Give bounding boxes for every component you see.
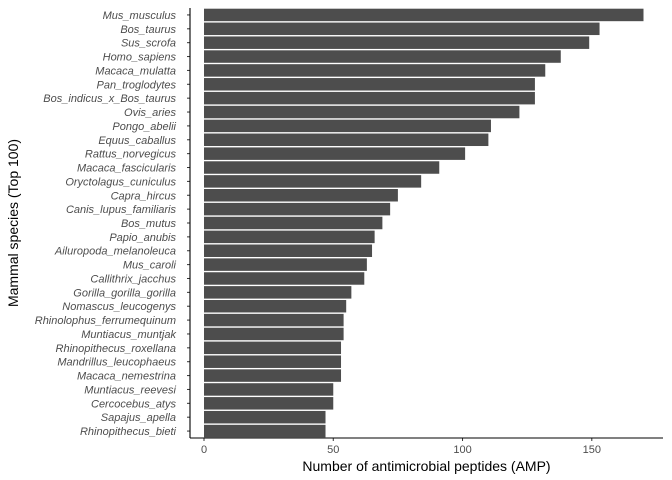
- bar-Rhinolophus_ferrumequinum: [204, 313, 344, 327]
- category-label: Rhinopithecus_bieti: [80, 426, 177, 438]
- x-tick-label: 50: [327, 444, 339, 456]
- category-label: Mus_caroli: [123, 260, 177, 272]
- category-label: Macaca_fascicularis: [77, 163, 177, 175]
- bar-Cercocebus_atys: [204, 397, 334, 410]
- bar-Papio_anubis: [204, 230, 375, 244]
- bar-Macaca_mulatta: [204, 64, 546, 77]
- category-label: Callithrix_jacchus: [90, 273, 176, 285]
- bar-Homo_sapiens: [204, 50, 561, 63]
- bar-Mus_caroli: [204, 258, 367, 271]
- bar-Rhinopithecus_bieti: [204, 424, 326, 438]
- bar-Nomascus_leucogenys: [204, 299, 347, 313]
- category-label: Muntiacus_reevesi: [84, 384, 176, 396]
- category-label: Bos_taurus: [120, 24, 176, 36]
- bar-Sapajus_apella: [204, 410, 326, 424]
- category-label: Gorilla_gorilla_gorilla: [73, 287, 176, 299]
- category-label: Canis_lupus_familiaris: [66, 204, 177, 216]
- bar-Bos_mutus: [204, 216, 383, 230]
- category-label: Oryctolagus_cuniculus: [65, 176, 176, 188]
- bar-Pongo_abelii: [204, 119, 491, 133]
- category-label: Ovis_aries: [124, 107, 176, 119]
- bar-Callithrix_jacchus: [204, 272, 365, 285]
- y-axis-title: Mammal species (Top 100): [5, 139, 21, 307]
- category-label: Sapajus_apella: [101, 412, 176, 424]
- bar-Gorilla_gorilla_gorilla: [204, 286, 352, 299]
- x-tick-label: 0: [201, 444, 207, 456]
- category-label: Homo_sapiens: [103, 52, 177, 64]
- bar-Macaca_fascicularis: [204, 161, 440, 174]
- bar-Rattus_norvegicus: [204, 147, 466, 160]
- x-tick-label: 150: [583, 444, 601, 456]
- bar-Rhinopithecus_roxellana: [204, 341, 342, 355]
- category-label: Capra_hircus: [111, 190, 177, 202]
- category-label: Mandrillus_leucophaeus: [57, 357, 176, 369]
- category-label: Mus_musculus: [103, 10, 177, 22]
- bars-group: [204, 8, 644, 438]
- category-label: Bos_mutus: [121, 218, 177, 230]
- bar-Equus_caballus: [204, 133, 489, 147]
- bar-Muntiacus_reevesi: [204, 383, 334, 396]
- bar-Capra_hircus: [204, 189, 398, 202]
- category-label: Macaca_mulatta: [95, 65, 176, 77]
- x-ticks: 0 50 100 150: [201, 438, 601, 456]
- category-label: Equus_caballus: [98, 135, 176, 147]
- category-label: Rattus_norvegicus: [85, 149, 177, 161]
- category-label: Papio_anubis: [109, 232, 176, 244]
- bar-Canis_lupus_familiaris: [204, 202, 391, 216]
- bar-Pan_troglodytes: [204, 78, 535, 91]
- category-label: Ailuropoda_melanoleuca: [54, 246, 176, 258]
- category-label: Pan_troglodytes: [97, 79, 177, 91]
- bar-Muntiacus_muntjak: [204, 327, 344, 341]
- bar-Ailuropoda_melanoleuca: [204, 244, 373, 257]
- bar-Bos_indicus_x_Bos_taurus: [204, 91, 535, 105]
- bar-Oryctolagus_cuniculus: [204, 175, 422, 188]
- category-label: Sus_scrofa: [121, 38, 176, 50]
- category-label: Pongo_abelii: [112, 121, 176, 133]
- category-labels: Mus_musculus Bos_taurus Sus_scrofa Homo_sap…: [35, 10, 177, 438]
- category-label: Bos_indicus_x_Bos_taurus: [43, 93, 176, 105]
- bar-Mandrillus_leucophaeus: [204, 355, 342, 368]
- x-tick-label: 100: [453, 444, 471, 456]
- bar-Ovis_aries: [204, 105, 520, 119]
- bar-Bos_taurus: [204, 22, 600, 36]
- category-label: Rhinolophus_ferrumequinum: [35, 315, 176, 327]
- bar-Macaca_nemestrina: [204, 369, 342, 382]
- category-label: Macaca_nemestrina: [77, 371, 176, 383]
- category-label: Nomascus_leucogenys: [62, 301, 176, 313]
- category-label: Rhinopithecus_roxellana: [56, 343, 176, 355]
- category-label: Cercocebus_atys: [91, 398, 176, 410]
- bar-Sus_scrofa: [204, 36, 590, 49]
- category-label: Muntiacus_muntjak: [81, 329, 176, 341]
- x-axis-title: Number of antimicrobial peptides (AMP): [302, 458, 550, 474]
- bar-Mus_musculus: [204, 8, 644, 22]
